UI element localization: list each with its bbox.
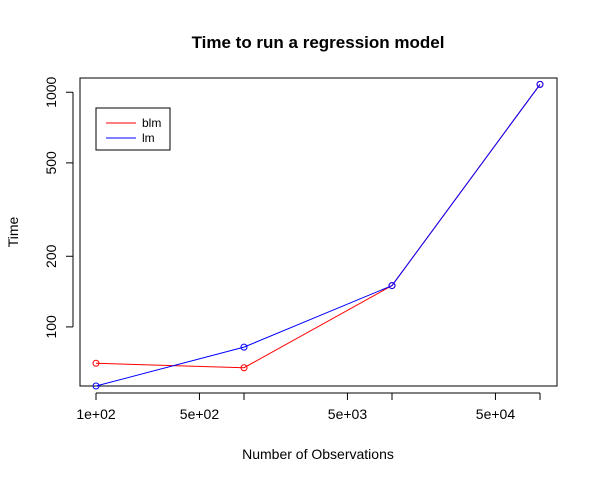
y-axis: 100 200 500 1000: [43, 76, 74, 339]
data-point-blm: [240, 364, 248, 372]
y-tick-label: 100: [43, 315, 59, 339]
data-point-lm: [92, 382, 100, 390]
x-tick-label: 5e+02: [180, 406, 220, 422]
x-axis: 1e+02 5e+02 5e+03 5e+04: [76, 392, 541, 422]
data-point-lm: [388, 282, 396, 290]
legend-label-blm: blm: [142, 116, 161, 130]
legend-label-lm: lm: [142, 131, 155, 145]
x-axis-label: Number of Observations: [242, 446, 394, 462]
legend: blm lm: [95, 107, 171, 151]
chart-title: Time to run a regression model: [192, 33, 445, 52]
y-tick-label: 1000: [43, 76, 59, 107]
x-tick-label: 5e+03: [328, 406, 368, 422]
data-point-lm: [240, 343, 248, 351]
series-layer: [92, 80, 544, 390]
series-line-lm: [95, 84, 541, 387]
y-tick-label: 500: [43, 151, 59, 175]
y-axis-label: Time: [5, 216, 21, 247]
x-tick-label: 1e+02: [76, 406, 116, 422]
legend-box: [95, 107, 171, 151]
x-tick-label: 5e+04: [476, 406, 516, 422]
data-point-lm: [536, 80, 544, 88]
data-point-blm: [92, 359, 100, 367]
y-tick-label: 200: [43, 244, 59, 268]
plot-frame: [79, 77, 558, 387]
